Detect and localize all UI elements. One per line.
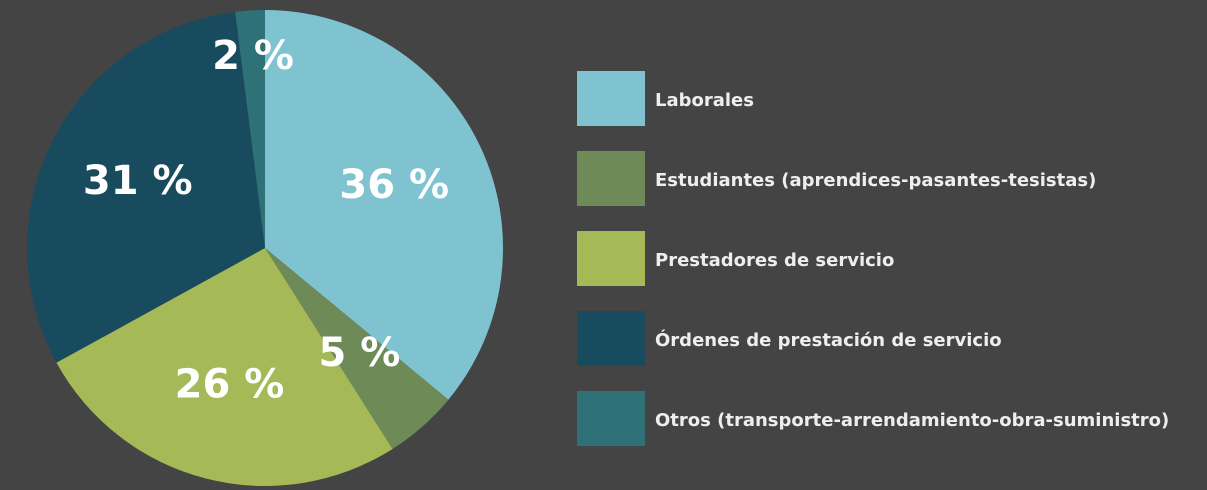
- legend-swatch: [577, 391, 645, 446]
- pie-slice: [265, 10, 503, 400]
- legend-label: Otros (transporte-arrendamiento-obra-sum…: [655, 410, 1169, 431]
- value-label: 31 %: [83, 158, 193, 204]
- value-label: 2 %: [212, 33, 294, 79]
- pie-slice: [56, 248, 393, 486]
- legend-label: Laborales: [655, 90, 754, 111]
- legend-label: Estudiantes (aprendices-pasantes-tesista…: [655, 170, 1096, 191]
- legend-label: Prestadores de servicio: [655, 250, 894, 271]
- legend-swatch: [577, 311, 645, 366]
- pie-slice: [265, 248, 449, 449]
- legend-swatch: [577, 71, 645, 126]
- value-label: 26 %: [175, 361, 285, 407]
- legend-swatch: [577, 231, 645, 286]
- value-label: 36 %: [339, 162, 449, 208]
- value-label: 5 %: [319, 330, 401, 376]
- legend-label: Órdenes de prestación de servicio: [655, 329, 1002, 351]
- pie-slice: [26, 11, 265, 363]
- pie-slice: [235, 10, 265, 248]
- legend-swatch: [577, 151, 645, 206]
